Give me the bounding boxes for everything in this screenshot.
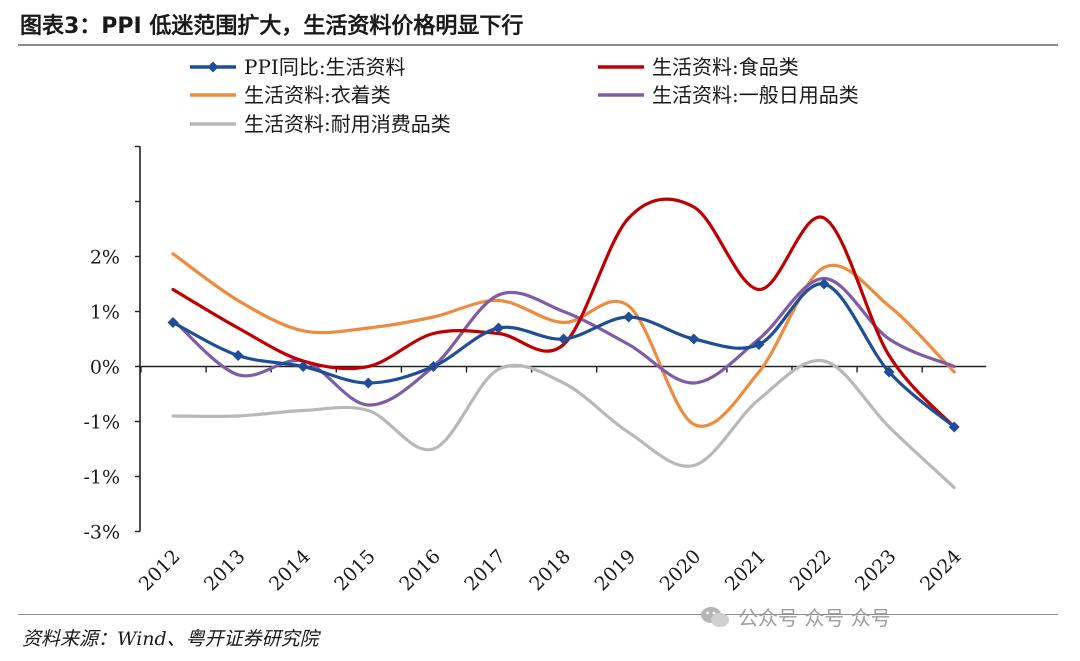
data-point-marker (688, 333, 700, 345)
x-tick-label: 2023 (851, 545, 901, 595)
watermark-text: 公众号 众号 众号 (738, 606, 891, 630)
data-point-marker (753, 339, 765, 350)
legend-marker (207, 61, 219, 73)
series-line-生活资料-耐用消费品类 (171, 358, 956, 490)
x-tick-label: 2016 (395, 545, 445, 595)
y-tick-label: 0% (90, 357, 120, 379)
wechat-icon (701, 606, 729, 627)
title-divider (18, 44, 1058, 46)
y-tick-label: 2% (90, 247, 120, 269)
data-point-marker (558, 333, 570, 345)
x-tick-label: 2012 (135, 545, 185, 595)
data-point-marker (883, 366, 895, 378)
x-tick-label: 2021 (721, 545, 771, 595)
y-tick-label: -1% (83, 412, 120, 434)
data-point-marker (297, 361, 309, 372)
x-tick-label: 2024 (916, 545, 966, 595)
y-tick-label: -3% (83, 522, 120, 544)
source-note: 资料来源：Wind、粤开证券研究院 (22, 628, 319, 650)
figure-title: 图表3：PPI 低迷范围扩大，生活资料价格明显下行 (20, 14, 524, 39)
legend-item: 生活资料:耐用消费品类 (190, 112, 451, 136)
legend-item: PPI同比:生活资料 (190, 55, 406, 79)
series-line-生活资料-食品类 (171, 197, 956, 429)
data-point-marker (493, 322, 504, 334)
series-line-生活资料-衣着类 (171, 252, 956, 428)
legend-item: 生活资料:一般日用品类 (598, 83, 859, 107)
data-point-marker (427, 361, 439, 372)
watermark: 公众号 众号 众号 (700, 602, 891, 631)
chart-series (167, 197, 960, 490)
data-point-marker (948, 421, 960, 433)
legend-label: PPI同比:生活资料 (244, 55, 406, 79)
x-tick-label: 2020 (656, 545, 706, 595)
legend-label: 生活资料:一般日用品类 (652, 83, 859, 107)
x-tick-label: 2013 (200, 545, 250, 595)
data-point-marker (362, 377, 374, 389)
legend-item: 生活资料:食品类 (598, 55, 799, 79)
data-point-marker (167, 317, 179, 328)
data-point-marker (818, 278, 830, 290)
legend-label: 生活资料:衣着类 (244, 83, 391, 107)
x-tick-label: 2019 (590, 545, 640, 595)
x-tick-label: 2017 (460, 545, 510, 595)
y-tick-label: 1% (90, 302, 120, 324)
legend-label: 生活资料:耐用消费品类 (244, 112, 451, 136)
source-divider (18, 614, 1058, 615)
data-point-marker (623, 311, 635, 323)
y-tick-label: -1% (83, 467, 120, 489)
data-point-marker (232, 350, 244, 361)
x-tick-label: 2015 (330, 545, 380, 595)
x-tick-label: 2014 (265, 545, 315, 595)
legend-item: 生活资料:衣着类 (190, 83, 391, 107)
legend-label: 生活资料:食品类 (652, 55, 799, 79)
x-tick-label: 2018 (525, 545, 575, 595)
x-tick-label: 2022 (786, 545, 836, 595)
